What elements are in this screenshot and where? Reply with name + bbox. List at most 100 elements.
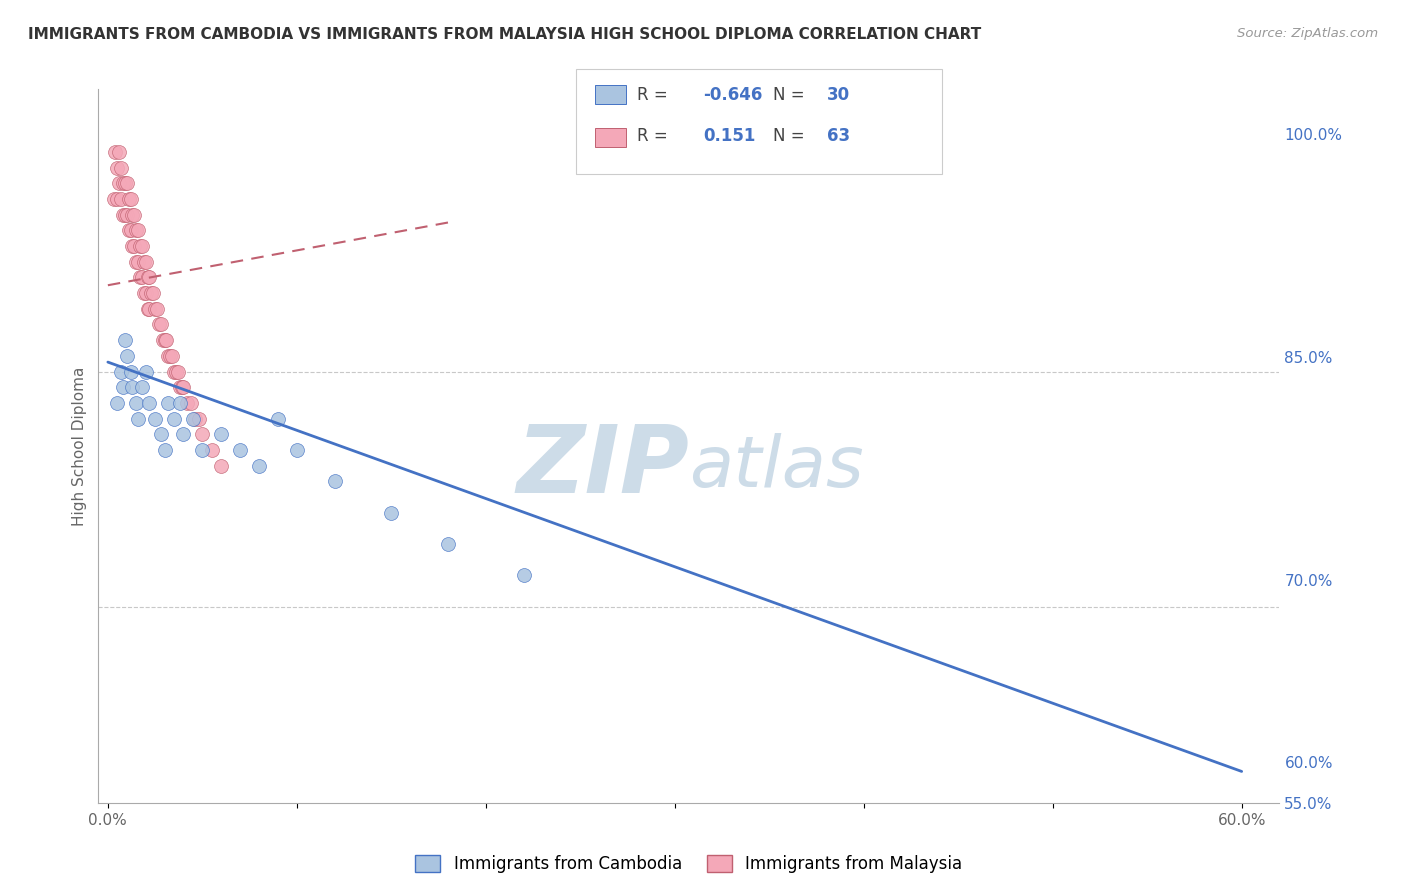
Point (104, 145, 127, 159)
Point (132, 286, 155, 301)
Point (323, 475, 346, 489)
Point (143, 411, 166, 425)
Y-axis label: High School Diploma: High School Diploma (72, 367, 87, 525)
Point (114, 176, 136, 190)
Point (127, 254, 149, 268)
Point (111, 380, 134, 394)
Point (165, 364, 187, 378)
Point (118, 223, 141, 237)
Point (267, 411, 290, 425)
Point (108, 145, 131, 159)
Point (115, 208, 138, 222)
Point (111, 176, 134, 190)
Point (512, 568, 534, 582)
Point (135, 254, 157, 268)
Point (121, 380, 143, 394)
Point (131, 380, 153, 394)
Text: 0.151: 0.151 (703, 128, 755, 145)
Point (143, 301, 166, 316)
Point (138, 301, 160, 316)
Point (114, 333, 136, 347)
Point (201, 442, 224, 457)
Point (149, 427, 172, 442)
Point (135, 364, 157, 378)
Point (181, 411, 204, 425)
Text: N =: N = (773, 87, 804, 104)
Point (176, 396, 198, 410)
Point (125, 254, 148, 268)
Point (120, 192, 142, 206)
Point (105, 192, 128, 206)
Point (118, 192, 141, 206)
Point (187, 411, 209, 425)
Point (184, 411, 207, 425)
Legend: Immigrants from Cambodia, Immigrants from Malaysia: Immigrants from Cambodia, Immigrants fro… (409, 848, 969, 880)
Point (108, 176, 131, 190)
Point (124, 208, 146, 222)
Point (247, 458, 270, 473)
Text: 30: 30 (827, 87, 849, 104)
Point (172, 427, 194, 442)
Point (110, 161, 132, 175)
Point (120, 364, 142, 378)
Point (141, 286, 163, 301)
Point (160, 349, 183, 363)
Point (131, 239, 153, 253)
Point (229, 442, 252, 457)
Point (111, 208, 134, 222)
Point (136, 301, 159, 316)
Point (163, 411, 186, 425)
Point (152, 333, 174, 347)
Point (163, 364, 186, 378)
Point (120, 223, 142, 237)
Point (380, 506, 402, 520)
Point (114, 208, 136, 222)
Point (105, 161, 128, 175)
Point (125, 396, 148, 410)
Point (159, 349, 181, 363)
Point (142, 286, 165, 301)
Point (138, 396, 160, 410)
Point (127, 411, 149, 425)
Point (166, 364, 188, 378)
Point (103, 192, 125, 206)
Text: N =: N = (773, 128, 804, 145)
Point (124, 239, 146, 253)
Point (209, 427, 232, 442)
Text: 63: 63 (827, 128, 849, 145)
Point (129, 239, 152, 253)
Point (153, 333, 176, 347)
Point (170, 380, 193, 394)
Text: IMMIGRANTS FROM CAMBODIA VS IMMIGRANTS FROM MALAYSIA HIGH SCHOOL DIPLOMA CORRELA: IMMIGRANTS FROM CAMBODIA VS IMMIGRANTS F… (28, 27, 981, 42)
Point (115, 349, 138, 363)
Text: R =: R = (637, 87, 668, 104)
Point (138, 270, 160, 285)
Point (148, 318, 170, 332)
Point (157, 396, 180, 410)
Text: ZIP: ZIP (516, 421, 689, 514)
Point (125, 223, 148, 237)
Text: atlas: atlas (689, 433, 863, 502)
Point (121, 239, 143, 253)
Point (191, 427, 214, 442)
Point (127, 223, 149, 237)
Point (129, 270, 152, 285)
Point (169, 380, 191, 394)
Point (209, 458, 232, 473)
Point (172, 380, 194, 394)
Point (149, 318, 172, 332)
Text: Source: ZipAtlas.com: Source: ZipAtlas.com (1237, 27, 1378, 40)
Point (285, 442, 308, 457)
Point (180, 396, 202, 410)
Point (115, 176, 138, 190)
Point (155, 333, 177, 347)
Point (136, 270, 159, 285)
Text: -0.646: -0.646 (703, 87, 762, 104)
Point (105, 396, 128, 410)
Point (146, 301, 169, 316)
Point (132, 254, 155, 268)
Point (135, 286, 157, 301)
Text: R =: R = (637, 128, 668, 145)
Point (131, 270, 153, 285)
Point (153, 442, 176, 457)
